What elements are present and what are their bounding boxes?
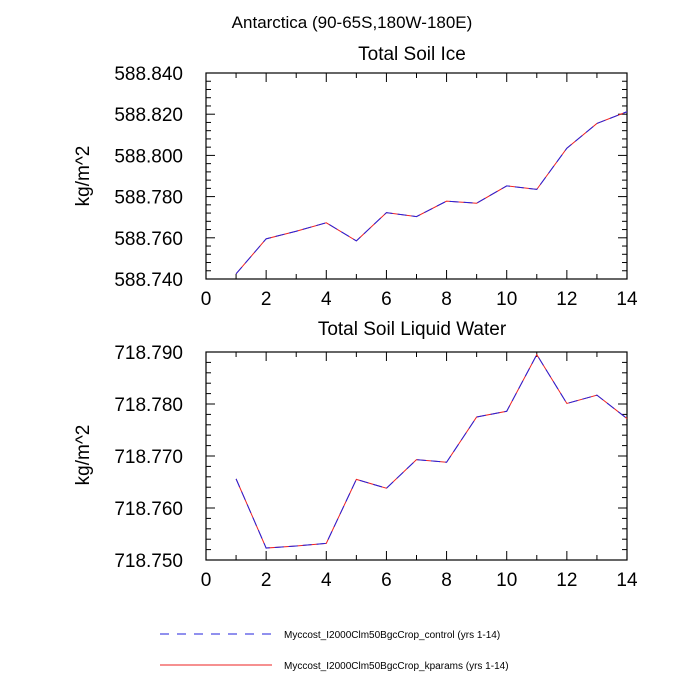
panel-title-soil-liquid-water: Total Soil Liquid Water xyxy=(318,319,507,340)
x-tick-label-soil-liquid-water: 12 xyxy=(556,570,577,591)
plot-frame-soil-liquid-water xyxy=(205,351,628,561)
series-line-kparams-soil-liquid-water xyxy=(235,353,628,549)
y-tick-label-soil-ice: 588.800 xyxy=(114,146,183,167)
x-tick-label-soil-ice: 8 xyxy=(441,289,452,310)
x-tick-label-soil-liquid-water: 8 xyxy=(441,570,452,591)
lines-soil-ice xyxy=(235,111,628,275)
y-axis-label-soil-liquid-water: kg/m^2 xyxy=(73,425,94,486)
legend-label-kparams: Myccost_I2000Clm50BgcCrop_kparams (yrs 1… xyxy=(284,661,509,672)
x-tick-label-soil-liquid-water: 14 xyxy=(616,570,638,591)
x-tick-label-soil-ice: 10 xyxy=(496,289,517,310)
figure-title: Antarctica (90-65S,180W-180E) xyxy=(232,13,473,32)
y-tick-label-soil-liquid-water: 718.750 xyxy=(114,551,183,572)
series-line-control-soil-liquid-water xyxy=(235,353,628,549)
x-tick-label-soil-ice: 14 xyxy=(616,289,638,310)
y-tick-label-soil-ice: 588.820 xyxy=(114,105,183,126)
y-tick-label-soil-ice: 588.780 xyxy=(114,188,183,209)
x-tick-label-soil-ice: 0 xyxy=(201,289,212,310)
x-tick-label-soil-liquid-water: 6 xyxy=(381,570,392,591)
y-tick-label-soil-liquid-water: 718.790 xyxy=(114,343,183,364)
y-tick-label-soil-liquid-water: 718.770 xyxy=(114,447,183,468)
x-tick-label-soil-liquid-water: 4 xyxy=(321,570,332,591)
panel-soil-liquid-water: Total Soil Liquid Water kg/m^2 0 2 4 6 8 10 12… xyxy=(73,319,638,591)
series-line-control-soil-ice xyxy=(235,111,628,275)
ticks-soil-ice: 0 2 4 6 8 10 12 14 588.740 588.760 588.780 588.800 5… xyxy=(114,64,638,310)
legend: Myccost_I2000Clm50BgcCrop_control (yrs 1… xyxy=(160,630,509,672)
lines-soil-liquid-water xyxy=(235,353,628,549)
x-tick-label-soil-liquid-water: 2 xyxy=(261,570,272,591)
x-tick-label-soil-liquid-water: 0 xyxy=(201,570,212,591)
axes-soil-liquid-water xyxy=(205,351,628,561)
y-tick-label-soil-ice: 588.760 xyxy=(114,229,183,250)
legend-label-control: Myccost_I2000Clm50BgcCrop_control (yrs 1… xyxy=(284,630,500,641)
panel-title-soil-ice: Total Soil Ice xyxy=(358,44,466,65)
series-line-kparams-soil-ice xyxy=(235,111,628,275)
y-tick-label-soil-ice: 588.740 xyxy=(114,270,183,291)
y-tick-label-soil-liquid-water: 718.780 xyxy=(114,395,183,416)
x-tick-label-soil-ice: 6 xyxy=(381,289,392,310)
axes-soil-ice xyxy=(205,72,628,280)
plot-frame-soil-ice xyxy=(205,72,628,280)
y-axis-label-soil-ice: kg/m^2 xyxy=(73,146,94,207)
x-tick-label-soil-ice: 2 xyxy=(261,289,272,310)
x-tick-label-soil-ice: 12 xyxy=(556,289,577,310)
x-tick-label-soil-liquid-water: 10 xyxy=(496,570,517,591)
ticks-soil-liquid-water: 0 2 4 6 8 10 12 14 718.750 718.760 718.770 718.780 7… xyxy=(114,343,638,591)
panel-soil-ice: Total Soil Ice kg/m^2 0 2 4 6 8 10 12 14 588.740… xyxy=(73,44,638,310)
y-tick-label-soil-liquid-water: 718.760 xyxy=(114,499,183,520)
x-tick-label-soil-ice: 4 xyxy=(321,289,332,310)
y-tick-label-soil-ice: 588.840 xyxy=(114,64,183,85)
